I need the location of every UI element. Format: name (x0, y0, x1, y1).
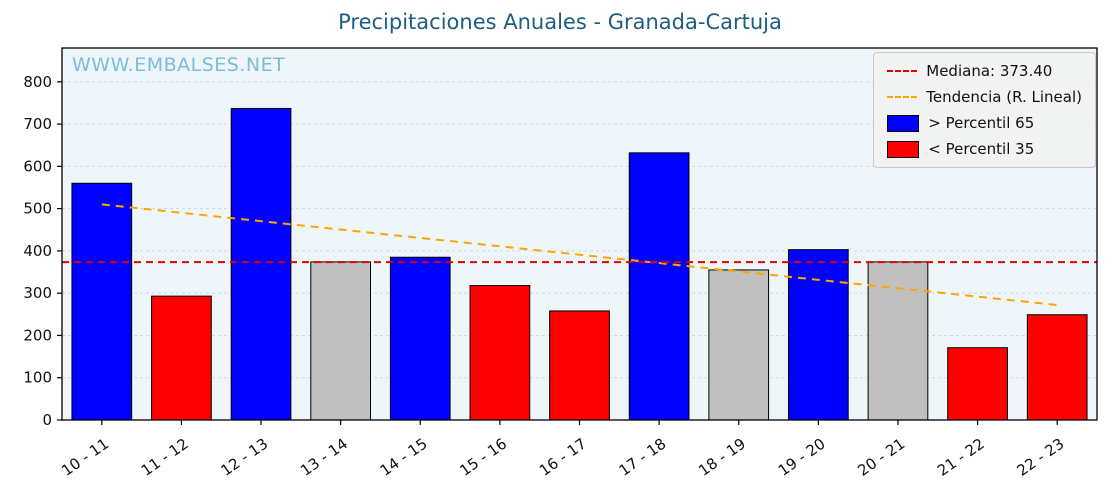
bar-19-20 (787, 249, 849, 421)
trend-line (101, 203, 1058, 307)
chart-title: Precipitaciones Anuales - Granada-Cartuj… (338, 10, 782, 34)
p35-patch-swatch (887, 140, 920, 158)
median-line-swatch (887, 70, 918, 72)
x-tick-label: 16 - 17 (536, 435, 590, 480)
legend-item-p35: < Percentil 35 (887, 140, 1082, 158)
bar-21-22 (947, 347, 1008, 421)
y-tick-label: 400 (23, 242, 52, 260)
x-tick-label: 12 - 13 (217, 435, 271, 480)
x-tick-label: 21 - 22 (934, 435, 988, 480)
x-tick-label: 19 - 20 (775, 435, 829, 480)
bar-20-21 (867, 261, 929, 421)
bar-12-13 (230, 107, 292, 421)
x-tick-label: 20 - 21 (854, 435, 908, 480)
bar-10-11 (71, 182, 133, 421)
legend-item-p65: > Percentil 65 (887, 114, 1082, 132)
legend-item-trend: Tendencia (R. Lineal) (887, 88, 1082, 106)
x-tick-label: 15 - 16 (456, 435, 510, 480)
trend-line-swatch (887, 96, 918, 98)
y-tick-label: 700 (23, 115, 52, 133)
bar-15-16 (469, 285, 531, 421)
bar-18-19 (708, 269, 770, 421)
legend: Mediana: 373.40 Tendencia (R. Lineal) > … (873, 52, 1096, 168)
x-tick-label: 17 - 18 (616, 435, 670, 480)
y-tick-label: 600 (23, 157, 52, 175)
y-tick-label: 800 (23, 73, 52, 91)
p65-patch-swatch (887, 114, 920, 132)
legend-label-p65: > Percentil 65 (928, 114, 1035, 132)
legend-label-p35: < Percentil 35 (928, 140, 1035, 158)
y-tick-label: 200 (23, 326, 52, 344)
bar-13-14 (310, 261, 372, 421)
legend-item-median: Mediana: 373.40 (887, 62, 1082, 80)
x-tick-label: 11 - 12 (138, 435, 192, 480)
bar-17-18 (628, 152, 690, 421)
legend-label-trend: Tendencia (R. Lineal) (926, 88, 1082, 106)
bar-16-17 (549, 310, 610, 421)
y-tick-label: 0 (42, 411, 52, 429)
y-tick-label: 100 (23, 369, 52, 387)
bar-22-23 (1026, 314, 1088, 421)
x-tick-label: 14 - 15 (377, 435, 431, 480)
bar-11-12 (151, 295, 212, 421)
x-tick-label: 18 - 19 (695, 435, 749, 480)
legend-label-median: Mediana: 373.40 (926, 62, 1053, 80)
x-tick-label: 22 - 23 (1014, 435, 1068, 480)
x-tick-label: 10 - 11 (58, 435, 112, 480)
x-tick-label: 13 - 14 (297, 435, 351, 480)
y-tick-label: 300 (23, 284, 52, 302)
bar-14-15 (389, 256, 451, 421)
y-tick-label: 500 (23, 200, 52, 218)
